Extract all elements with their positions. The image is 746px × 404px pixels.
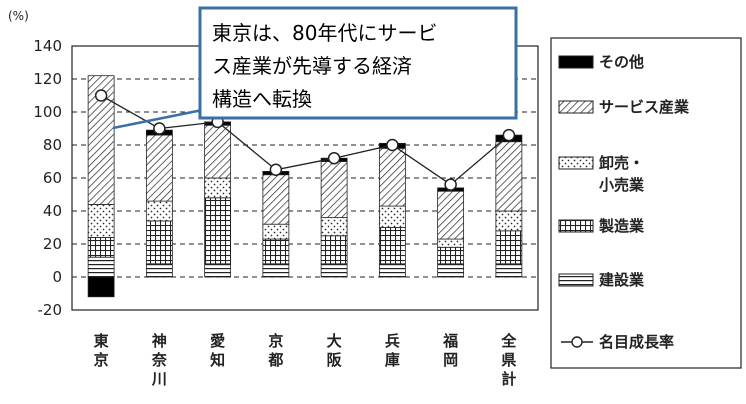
growth-rate-point [269, 163, 283, 176]
bar-segment [262, 238, 290, 265]
x-category-label: 京 [94, 351, 109, 369]
bar-segment [145, 200, 173, 222]
legend-label: 卸売・ [599, 154, 644, 172]
bar-segment [145, 263, 173, 278]
legend-swatch [558, 156, 594, 170]
bar-segment [204, 197, 232, 265]
legend-label: 小売業 [599, 176, 645, 194]
legend-label: サービス産業 [599, 98, 690, 116]
bar-segment [87, 203, 115, 238]
annotation-text: 東京は、80年代にサービ [212, 21, 437, 45]
y-tick-label: 120 [33, 70, 62, 88]
y-tick-label: 140 [33, 37, 62, 55]
bar-segment [378, 227, 406, 265]
bar-segment [437, 246, 465, 265]
y-tick-label: 100 [33, 103, 62, 121]
legend-label: 製造業 [598, 217, 645, 235]
y-tick-label: 80 [43, 136, 62, 154]
x-category-label: 奈 [151, 351, 168, 369]
growth-rate-line [100, 94, 510, 186]
legend-label: その他 [599, 53, 644, 71]
bar-segment [437, 263, 465, 278]
bar-segment [262, 174, 290, 225]
bar-segment [262, 263, 290, 278]
legend-label: 建設業 [599, 271, 645, 289]
legend-swatch [558, 273, 594, 287]
growth-rate-point [386, 138, 399, 152]
legend-swatch [558, 100, 594, 114]
bar-segment [145, 220, 173, 265]
bar-segment [437, 238, 465, 248]
x-category-label: 愛 [210, 332, 225, 350]
growth-rate-point [153, 122, 166, 135]
bar-segment [87, 236, 115, 258]
legend-label: 名目成長率 [599, 333, 674, 351]
legend-swatch [558, 219, 594, 233]
x-category-label: 京 [268, 332, 283, 350]
bar-segment [204, 263, 232, 278]
bar-segment [320, 161, 348, 218]
y-tick-label: 40 [43, 202, 62, 220]
x-category-label: 庫 [385, 351, 400, 369]
bar-segment [87, 256, 115, 278]
x-category-label: 兵 [385, 332, 400, 350]
bar-segment [378, 147, 406, 207]
legend-swatch-marker [571, 336, 583, 348]
legend-box [550, 37, 742, 369]
bar-segment [437, 190, 465, 240]
x-category-label: 東 [94, 332, 109, 350]
bar-segment [378, 263, 406, 278]
bar-segment [495, 141, 523, 212]
x-category-label: 県 [501, 351, 516, 369]
x-category-label: 全 [500, 332, 517, 350]
y-tick-label: 0 [52, 268, 62, 286]
bar-segment [320, 235, 348, 265]
bar-segment [262, 223, 290, 240]
bar-segment [204, 177, 232, 199]
bar-segment [378, 205, 406, 228]
growth-rate-point [444, 178, 457, 191]
bar-segment [495, 263, 523, 278]
growth-rate-point [94, 89, 108, 102]
bar-segment [495, 230, 523, 265]
x-category-label: 川 [151, 370, 167, 388]
bar-segment [320, 263, 348, 278]
x-category-label: 計 [501, 370, 516, 388]
bar-segment [145, 134, 173, 202]
x-category-label: 知 [210, 351, 225, 369]
x-category-label: 大 [327, 332, 342, 350]
y-tick-label: -20 [38, 301, 63, 319]
bar-segment [320, 217, 348, 237]
x-category-label: 都 [267, 351, 283, 369]
y-tick-label: 60 [43, 169, 62, 187]
growth-rate-point [327, 151, 341, 165]
x-category-label: 岡 [443, 351, 458, 369]
annotation-text: ス産業が先導する経済 [212, 54, 412, 78]
bar-segment [87, 276, 115, 298]
x-category-label: 福 [442, 332, 458, 350]
growth-rate-point [502, 128, 516, 142]
x-category-label: 神 [152, 332, 167, 350]
bar-segment [495, 210, 523, 232]
annotation-box [198, 6, 518, 120]
annotation-text: 構造へ転換 [212, 87, 312, 111]
y-unit-label: (%) [8, 9, 29, 23]
x-category-label: 阪 [327, 351, 343, 369]
bar-segment [204, 124, 232, 179]
legend-swatch [558, 55, 594, 69]
y-tick-label: 20 [43, 235, 62, 253]
